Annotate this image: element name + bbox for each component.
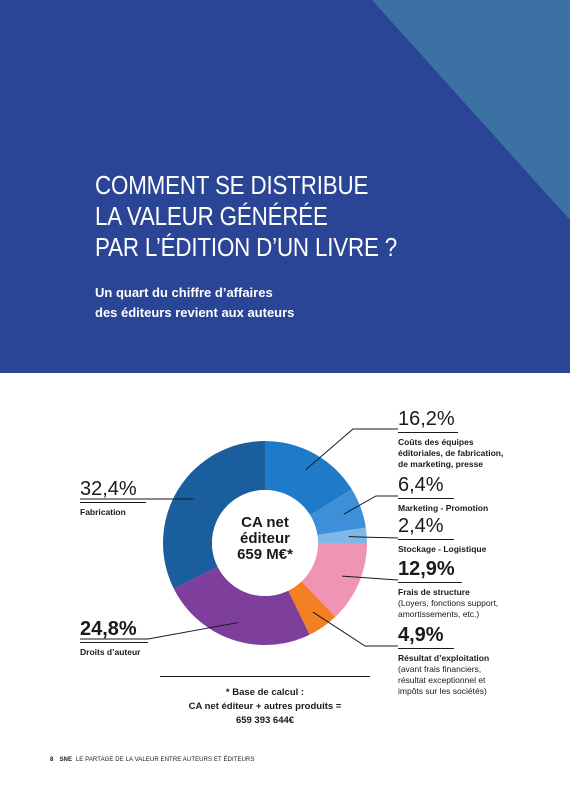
- leader-couts-equipes: [305, 428, 398, 471]
- desc-stockage-1: Stockage - Logistique: [398, 544, 487, 554]
- pct-stockage: 2,4%: [398, 515, 454, 540]
- center-line-3: 659 M€*: [237, 546, 293, 563]
- title-line-2: LA VALEUR GÉNÉRÉE: [95, 201, 328, 231]
- title-line-3: PAR L’ÉDITION D’UN LIVRE ?: [95, 232, 398, 262]
- leader-resultat: [312, 611, 398, 647]
- slice-fabrication: [162, 441, 265, 589]
- page-subtitle: Un quart du chiffre d’affaires des édite…: [95, 283, 294, 323]
- slice-marketing: [310, 489, 366, 536]
- donut-hole: [212, 490, 318, 596]
- page-footer: 8 SNE LE PARTAGE DE LA VALEUR ENTRE AUTEU…: [50, 757, 255, 763]
- footer-text: LE PARTAGE DE LA VALEUR ENTRE AUTEURS ET…: [75, 757, 255, 763]
- pct-frais-structure: 12,9%: [398, 558, 462, 583]
- desc-resultat-1: Résultat d’exploitation: [398, 653, 490, 663]
- calculation-basis-note: * Base de calcul : CA net éditeur + autr…: [160, 676, 370, 728]
- decorative-triangle: [372, 0, 570, 220]
- subtitle-line-1: Un quart du chiffre d’affaires: [95, 285, 273, 300]
- desc-resultat-3: résultat exceptionnel et: [398, 675, 486, 685]
- pct-droits-auteur: 24,8%: [80, 618, 148, 643]
- center-line-2: éditeur: [239, 530, 290, 547]
- page-title: COMMENT SE DISTRIBUE LA VALEUR GÉNÉRÉE P…: [95, 170, 397, 263]
- desc-frais-structure-3: amortissements, etc.): [398, 609, 480, 619]
- leader-marketing: [343, 495, 398, 515]
- leader-droits-auteur: [80, 622, 239, 640]
- label-stockage: 2,4% Stockage - Logistique: [398, 515, 486, 555]
- leader-lines: [80, 428, 399, 647]
- desc-droits-auteur-1: Droits d’auteur: [80, 647, 141, 657]
- pct-couts-equipes: 16,2%: [398, 408, 458, 433]
- subtitle-line-2: des éditeurs revient aux auteurs: [95, 305, 295, 320]
- leader-frais-structure: [342, 575, 399, 581]
- desc-resultat-4: impôts sur les sociétés): [398, 686, 487, 696]
- desc-couts-equipes-2: éditoriales, de fabrication,: [398, 448, 504, 458]
- label-couts-equipes: 16,2% Coûts des équipes éditoriales, de …: [398, 408, 503, 470]
- label-marketing: 6,4% Marketing - Promotion: [398, 474, 488, 514]
- desc-couts-equipes-1: Coûts des équipes: [398, 437, 474, 447]
- label-frais-structure: 12,9% Frais de structure (Loyers, foncti…: [398, 558, 498, 620]
- slice-couts-equipes: [265, 441, 352, 516]
- pct-fabrication: 32,4%: [80, 478, 146, 503]
- page-number: 8: [50, 757, 54, 763]
- pct-marketing: 6,4%: [398, 474, 454, 499]
- donut-center-label: CA net éditeur 659 M€*: [212, 515, 318, 563]
- desc-couts-equipes-3: de marketing, presse: [398, 459, 484, 469]
- desc-frais-structure-2: (Loyers, fonctions support,: [398, 598, 499, 608]
- label-droits-auteur: 24,8% Droits d’auteur: [80, 618, 148, 658]
- label-resultat: 4,9% Résultat d’exploitation (avant frai…: [398, 624, 489, 697]
- slice-frais-structure: [301, 543, 367, 617]
- donut-chart: [80, 428, 399, 647]
- label-fabrication: 32,4% Fabrication: [80, 478, 146, 518]
- desc-frais-structure-1: Frais de structure: [398, 587, 470, 597]
- title-line-1: COMMENT SE DISTRIBUE: [95, 170, 369, 200]
- footer-brand: SNE: [59, 757, 73, 763]
- desc-resultat-2: (avant frais financiers,: [398, 664, 482, 674]
- desc-marketing-1: Marketing - Promotion: [398, 503, 489, 513]
- donut-slices: [162, 441, 367, 645]
- leader-stockage: [348, 536, 399, 539]
- desc-fabrication-1: Fabrication: [80, 507, 126, 517]
- basis-line-1: * Base de calcul :: [225, 687, 305, 698]
- hero-banner: COMMENT SE DISTRIBUE LA VALEUR GÉNÉRÉE P…: [0, 0, 570, 373]
- slice-droits-auteur: [173, 566, 310, 645]
- basis-line-3: 659 393 644€: [235, 715, 295, 726]
- slice-resultat: [288, 581, 336, 635]
- slice-stockage: [317, 527, 367, 543]
- center-line-1: CA net: [241, 514, 289, 531]
- basis-line-2: CA net éditeur + autres produits =: [188, 701, 342, 712]
- pct-resultat: 4,9%: [398, 624, 454, 649]
